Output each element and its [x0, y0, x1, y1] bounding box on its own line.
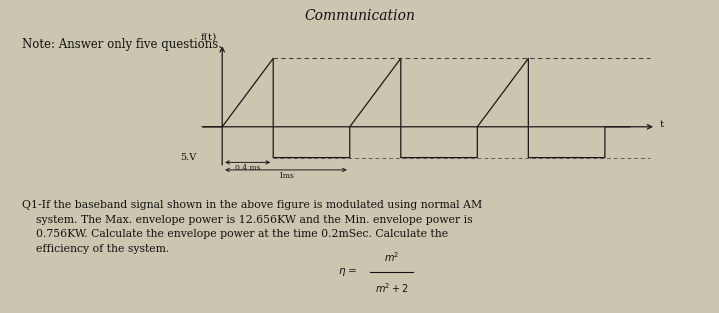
Text: 0.4 ms: 0.4 ms	[235, 164, 260, 172]
Text: $\eta$ =: $\eta$ =	[338, 266, 357, 278]
Text: $m^2$: $m^2$	[384, 250, 400, 264]
Text: 1ms: 1ms	[278, 172, 294, 180]
Text: 5.V: 5.V	[180, 153, 197, 162]
Text: Communication: Communication	[304, 9, 415, 23]
Text: Q1-If the baseband signal shown in the above figure is modulated using normal AM: Q1-If the baseband signal shown in the a…	[22, 200, 482, 254]
Text: f(t): f(t)	[201, 32, 217, 41]
Text: t: t	[660, 120, 664, 129]
Text: Note: Answer only five questions.: Note: Answer only five questions.	[22, 38, 221, 51]
Text: $m^2+2$: $m^2+2$	[375, 281, 409, 295]
